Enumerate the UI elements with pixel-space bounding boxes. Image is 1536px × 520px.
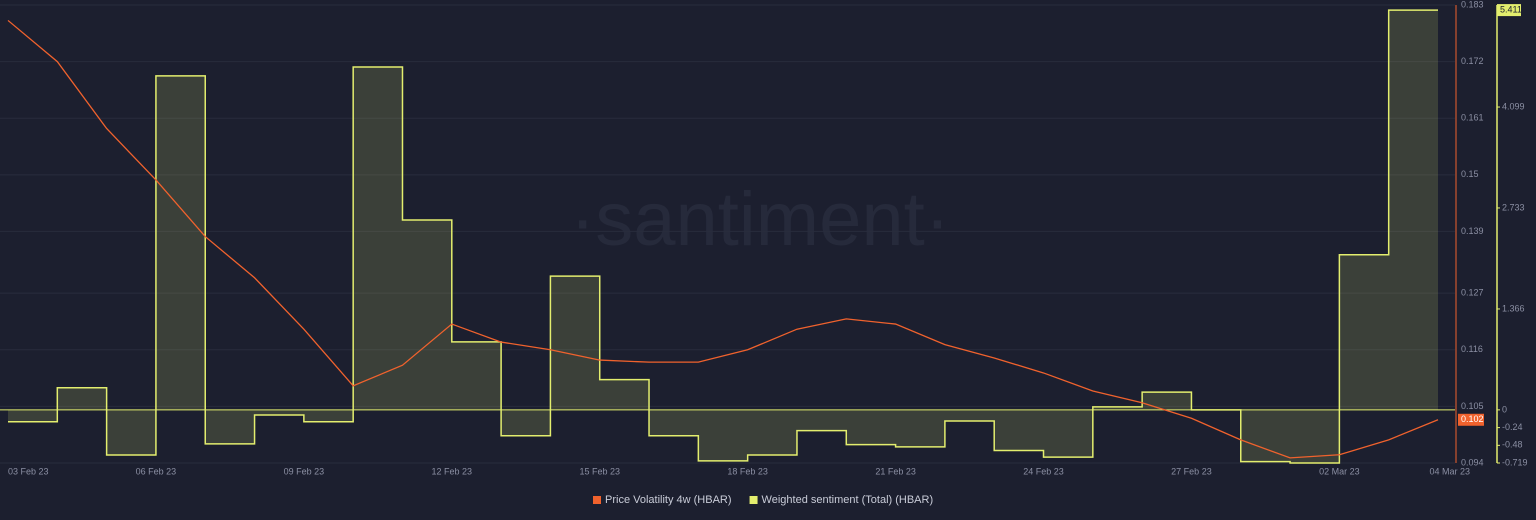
sentiment-line: [8, 9, 1438, 464]
y2-current-box: [1497, 4, 1521, 17]
y2-tick-label: -0.719: [1502, 457, 1528, 467]
x-tick-label: 27 Feb 23: [1171, 466, 1212, 476]
y-tick-label: 0.172: [1461, 56, 1484, 66]
y2-tick-label: 2.733: [1502, 202, 1525, 212]
legend-text: Weighted sentiment (Total) (HBAR): [762, 494, 934, 506]
y-tick-label: 0.161: [1461, 113, 1484, 123]
y2-tick-label: 0: [1502, 404, 1507, 414]
x-tick-label: 04 Mar 23: [1429, 466, 1470, 476]
y-tick-label: 0.139: [1461, 226, 1484, 236]
y-tick-label: 0.127: [1461, 288, 1484, 298]
watermark: ·santiment·: [570, 177, 950, 262]
x-tick-label: 06 Feb 23: [136, 466, 177, 476]
sentiment-area: [8, 10, 1438, 463]
y2-tick-label: -0.48: [1502, 440, 1523, 450]
x-tick-label: 18 Feb 23: [727, 466, 768, 476]
y2-tick-label: 5.411: [1500, 4, 1522, 14]
x-tick-label: 02 Mar 23: [1319, 466, 1360, 476]
y-tick-label: 0.105: [1461, 401, 1484, 411]
legend-text: Price Volatility 4w (HBAR): [605, 494, 732, 506]
legend-swatch: [593, 496, 601, 504]
y2-tick-label: 4.099: [1502, 101, 1525, 111]
y2-tick-label: -0.24: [1502, 422, 1523, 432]
y-tick-label: 0.183: [1461, 0, 1484, 9]
x-tick-label: 03 Feb 23: [8, 466, 49, 476]
x-tick-label: 24 Feb 23: [1023, 466, 1064, 476]
legend-swatch: [749, 496, 758, 504]
y-tick-label: 0.094: [1461, 457, 1484, 467]
y-tick-label: 0.116: [1461, 344, 1483, 354]
value-label-box: [1458, 413, 1484, 426]
value-label: 0.102: [1461, 414, 1484, 424]
x-tick-label: 21 Feb 23: [875, 466, 916, 476]
y2-tick-label: 1.366: [1502, 303, 1525, 313]
x-tick-label: 15 Feb 23: [579, 466, 620, 476]
x-tick-label: 09 Feb 23: [284, 466, 325, 476]
x-tick-label: 12 Feb 23: [432, 466, 473, 476]
volatility-line: [7, 19, 1439, 459]
y-tick-label: 0.15: [1461, 169, 1479, 179]
